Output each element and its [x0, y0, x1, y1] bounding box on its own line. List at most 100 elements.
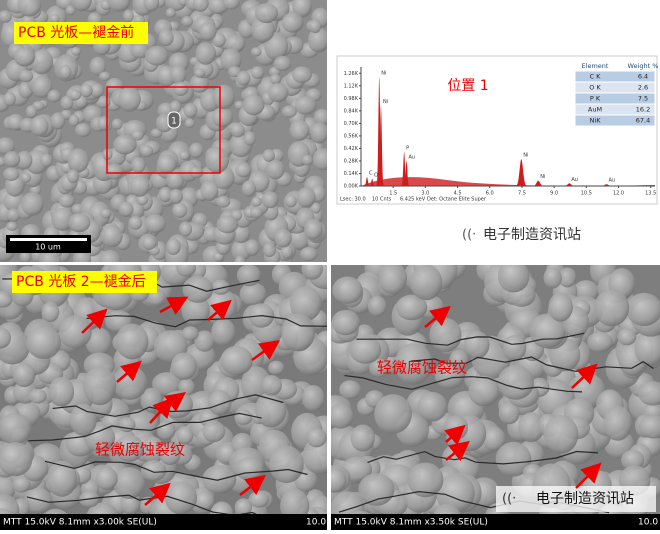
- peak-label: Au: [609, 178, 616, 184]
- grain: [141, 436, 165, 464]
- grain: [178, 221, 193, 237]
- grain: [331, 467, 347, 493]
- grain: [130, 42, 150, 59]
- grain: [306, 427, 327, 448]
- grain: [236, 70, 251, 86]
- grain: [104, 163, 124, 180]
- grain: [113, 466, 146, 499]
- grain: [234, 498, 252, 517]
- grain: [6, 208, 21, 222]
- grain: [634, 331, 660, 367]
- grain: [230, 123, 245, 138]
- grain: [603, 405, 633, 441]
- grain: [115, 434, 144, 462]
- grain: [128, 215, 143, 230]
- grain: [407, 462, 444, 498]
- grain: [172, 202, 188, 218]
- grain: [140, 460, 167, 482]
- grain: [83, 366, 117, 406]
- grain: [638, 381, 660, 406]
- arrow: [81, 308, 108, 334]
- grain: [68, 114, 80, 127]
- grain: [239, 282, 267, 306]
- grain: [502, 335, 527, 361]
- grain: [300, 246, 318, 262]
- scale-bar: [10, 238, 87, 241]
- y-tick-label: 0.00K: [344, 184, 359, 190]
- grain: [156, 154, 177, 174]
- grain: [211, 279, 231, 295]
- grain: [410, 265, 443, 301]
- crack: [28, 412, 262, 442]
- grain: [152, 372, 182, 397]
- grain: [307, 27, 327, 53]
- grain: [0, 442, 33, 477]
- label-box: [12, 271, 157, 293]
- grain: [621, 449, 645, 471]
- grain: [281, 105, 297, 118]
- spectrum-footer: 10 Cnts: [372, 197, 392, 203]
- grain: [216, 215, 239, 234]
- annotation: 轻微腐蚀裂纹: [95, 441, 185, 459]
- grain: [222, 0, 240, 10]
- sem-info: MTT 15.0kV 8.1mm x3.50k SE(UL): [334, 518, 488, 528]
- grain: [59, 64, 72, 80]
- grain: [68, 212, 91, 233]
- grain: [249, 207, 263, 219]
- y-tick-label: 0.28K: [344, 158, 359, 164]
- grain: [626, 292, 660, 327]
- y-tick-label: 0.98K: [344, 96, 359, 102]
- grain: [281, 12, 304, 33]
- grain: [181, 294, 210, 326]
- grain: [169, 65, 187, 84]
- grain: [97, 116, 111, 131]
- position-label: 位置 1: [447, 78, 488, 94]
- grain: [144, 45, 169, 66]
- grain: [543, 267, 562, 289]
- grain: [51, 207, 75, 231]
- arrow: [207, 299, 232, 321]
- scale-bar-label: 10 um: [35, 243, 61, 252]
- grain: [150, 128, 163, 138]
- grain: [220, 48, 242, 72]
- grain: [224, 34, 246, 53]
- grain: [189, 142, 204, 158]
- grain: [543, 415, 579, 454]
- x-tick-label: 6.0: [486, 191, 494, 197]
- grain: [131, 130, 144, 141]
- grain: [289, 286, 322, 321]
- grain: [248, 491, 270, 508]
- arrow: [571, 363, 598, 389]
- x-tick-label: 1.5: [389, 191, 397, 197]
- peak-label: Ni: [383, 99, 388, 105]
- grain: [280, 244, 293, 259]
- table-cell: C K: [590, 73, 602, 81]
- arrow: [575, 462, 602, 489]
- table-cell: 2.6: [638, 84, 648, 92]
- spectrum-footer: 6.425 keV: [400, 197, 426, 203]
- grain: [269, 74, 282, 85]
- table-cell: 6.4: [638, 73, 648, 81]
- peak-label: Ni: [540, 174, 545, 180]
- grain: [85, 327, 112, 356]
- grain: [166, 238, 181, 256]
- grain: [194, 68, 206, 78]
- grain: [16, 150, 33, 170]
- grain: [60, 95, 74, 111]
- grain: [444, 415, 469, 440]
- table-cell: AuM: [588, 106, 602, 114]
- x-tick-label: 7.5: [518, 191, 526, 197]
- annotation: 轻微腐蚀裂纹: [377, 359, 467, 377]
- grain: [189, 74, 209, 93]
- grain: [18, 69, 34, 83]
- grain: [169, 100, 182, 114]
- grain: [250, 17, 275, 43]
- grain: [28, 388, 47, 404]
- grain: [58, 315, 92, 349]
- grain: [593, 289, 630, 327]
- marker: 1: [171, 117, 177, 127]
- grain: [482, 426, 506, 451]
- grain: [294, 96, 317, 115]
- grain: [234, 255, 246, 262]
- table-cell: P K: [590, 95, 601, 103]
